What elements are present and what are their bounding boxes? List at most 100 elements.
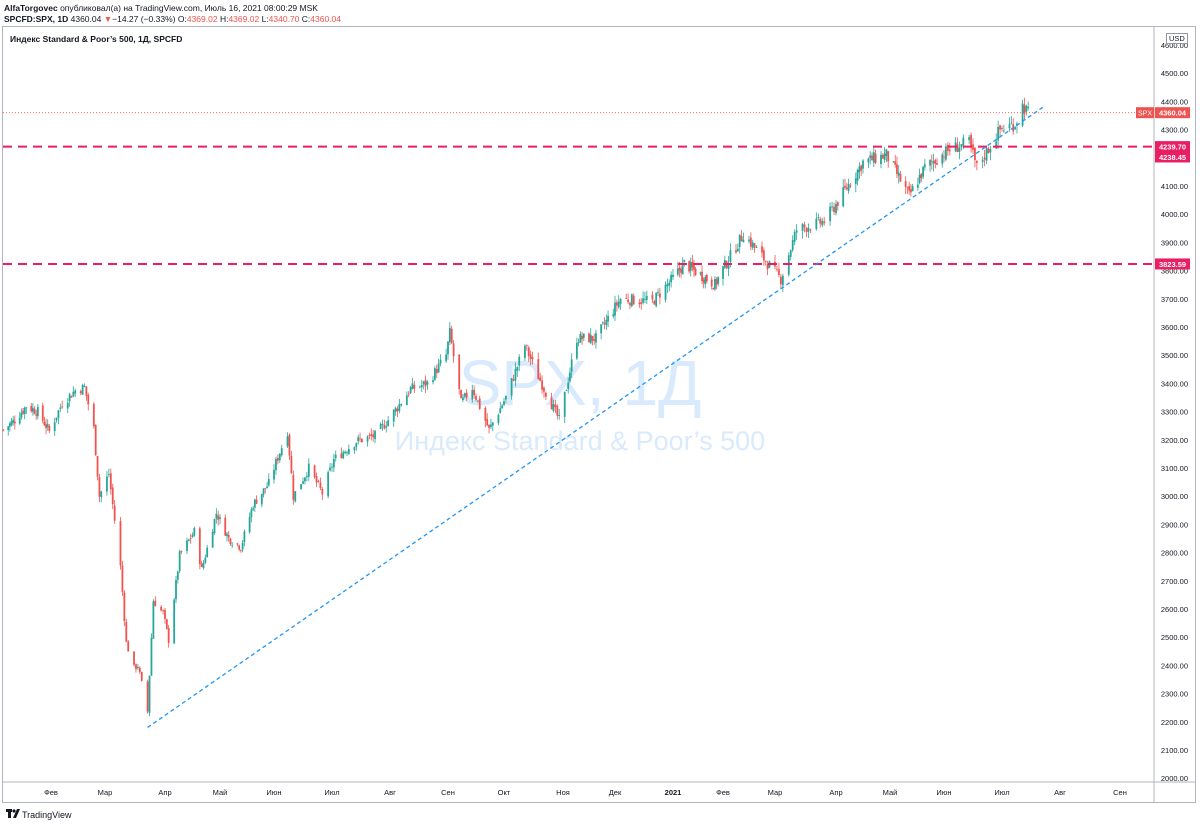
candle-body [447, 341, 449, 355]
low-value: 4340.70 [268, 14, 300, 24]
level-price-label: 3823.59 [1159, 260, 1186, 269]
candle-body [681, 262, 684, 275]
candle-body [452, 343, 455, 357]
close-value: 4360.04 [310, 14, 341, 24]
candle-body [904, 181, 907, 188]
y-tick-label: 4600.00 [1161, 41, 1188, 50]
candle-body [1014, 127, 1016, 130]
candle-body [883, 153, 886, 160]
candle-body [625, 298, 628, 299]
tradingview-logo-icon[interactable] [6, 809, 20, 820]
x-tick-label: Фев [716, 788, 730, 797]
candle-body [70, 396, 73, 398]
candle-body [911, 186, 914, 192]
candle-body [512, 379, 515, 381]
y-tick-label: 2000.00 [1161, 774, 1188, 783]
candle-body [691, 261, 694, 268]
candle-body [372, 434, 375, 438]
candle-body [740, 236, 743, 242]
candle-body [869, 155, 872, 159]
level-price-label: 4239.70 [1159, 143, 1186, 152]
candle-body [807, 227, 810, 232]
candle-body [471, 389, 474, 400]
time-axis[interactable]: Фев Мар Апр Май Июн Июл Авг Сен Окт Ноя Дек 2021 Фев… [44, 788, 1127, 797]
candle-body [106, 476, 108, 492]
candle-body [541, 380, 543, 390]
x-tick-label: Авг [384, 788, 396, 797]
candle-body [1001, 128, 1003, 129]
candle-body [424, 379, 427, 387]
candle-body [588, 333, 590, 343]
y-tick-label: 3200.00 [1161, 436, 1188, 445]
candle-body [524, 345, 526, 359]
candle-body [702, 279, 705, 283]
candle-body [107, 474, 110, 475]
candle-body [712, 287, 715, 290]
candle-body [629, 302, 631, 306]
candle-body [932, 161, 935, 164]
candle-body [127, 641, 130, 652]
candle-body [353, 447, 356, 451]
candle-body [527, 347, 530, 356]
candle-body [516, 366, 519, 371]
high-label: H: [219, 14, 229, 24]
candle-body [167, 628, 170, 643]
candle-body [478, 398, 481, 409]
author-name[interactable]: AlfaTorgovec [4, 3, 58, 13]
candle-body [688, 261, 691, 272]
candle-body [923, 164, 926, 168]
candle-body [715, 279, 718, 285]
level-price-tag [1155, 141, 1190, 153]
candle-body [668, 282, 671, 286]
x-tick-label: Дек [609, 788, 622, 797]
candle-body [655, 292, 658, 307]
candle-body [793, 232, 796, 242]
candle-body [61, 406, 64, 408]
candle-body [300, 484, 302, 490]
candle-body [217, 515, 220, 520]
currency-badge[interactable]: USD [1166, 33, 1188, 44]
chart-title: Индекс Standard & Poor’s 500, 1Д, SPCFD [10, 34, 183, 44]
candle-body [666, 283, 669, 287]
candle-body [379, 424, 382, 429]
down-arrow-icon: ▼ [103, 14, 113, 24]
candle-body [392, 409, 395, 422]
candle-body [437, 363, 440, 373]
candle-body [710, 279, 713, 287]
candle-body [215, 513, 218, 519]
candle-body [605, 319, 608, 326]
candle-body [396, 408, 399, 412]
candle-body [248, 517, 251, 533]
candle-body [844, 185, 846, 188]
candle-body [198, 528, 201, 564]
candle-body [74, 390, 77, 394]
high-value: 4369.02 [228, 14, 260, 24]
chart-frame[interactable] [2, 26, 1196, 803]
candle-body [836, 202, 839, 206]
y-tick-label: 2200.00 [1161, 718, 1188, 727]
candle-body [916, 184, 919, 188]
candle-body [651, 294, 654, 300]
candle-body [845, 187, 848, 189]
price-axis[interactable]: 2000.00 2100.00 2200.00 2300.00 2400.00 2500.… [1161, 41, 1188, 783]
candle-body [805, 228, 808, 232]
candle-body [701, 271, 703, 281]
candle-body [280, 448, 283, 456]
tradingview-brand[interactable]: TradingView [22, 810, 72, 820]
candle-body [305, 476, 308, 478]
candle-body [439, 359, 442, 364]
candle-body [329, 467, 331, 471]
level-price-tag [1155, 258, 1190, 270]
candle-body [361, 438, 363, 443]
candle-body [591, 335, 594, 341]
candle-body [717, 277, 720, 284]
candle-body [264, 488, 267, 490]
candle-body [123, 592, 126, 622]
candle-body [302, 481, 304, 484]
candle-body [642, 298, 644, 303]
candle-body [113, 505, 116, 521]
candle-body [922, 166, 924, 177]
candle-body [462, 397, 464, 401]
